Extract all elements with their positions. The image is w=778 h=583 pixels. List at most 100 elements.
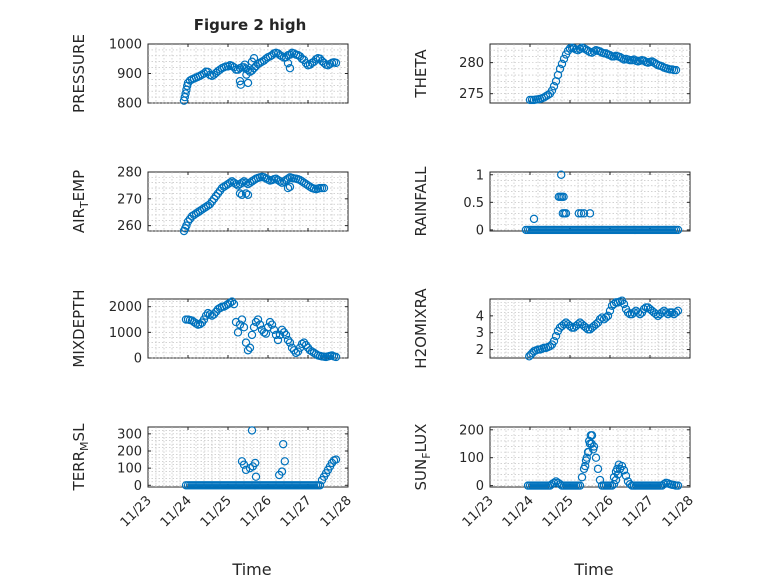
axes-background — [489, 171, 691, 232]
data-point — [555, 64, 565, 74]
data-point — [240, 60, 249, 69]
data-point — [315, 481, 325, 490]
data-point — [281, 330, 291, 340]
data-point — [587, 439, 596, 448]
data-point — [291, 348, 301, 358]
data-point — [207, 197, 217, 206]
data-point — [285, 338, 295, 347]
y-tick-label: 2000 — [109, 300, 142, 315]
data-series — [521, 170, 683, 235]
data-point — [265, 317, 275, 327]
data-point — [237, 178, 247, 187]
data-point — [629, 308, 639, 317]
grid — [490, 427, 690, 487]
data-point — [579, 209, 589, 218]
data-point — [581, 461, 590, 471]
data-point — [245, 343, 255, 352]
y-axis-label-subscript: M — [78, 441, 91, 451]
data-point — [551, 331, 561, 341]
data-point — [549, 478, 559, 488]
data-point — [301, 58, 311, 68]
data-point — [651, 309, 661, 319]
data-point — [545, 342, 555, 351]
data-point — [253, 315, 263, 324]
data-point — [259, 328, 269, 337]
data-point — [297, 339, 307, 349]
axes-background — [147, 426, 349, 488]
data-point — [605, 306, 615, 315]
data-point — [549, 82, 559, 91]
y-tick-label: 0 — [476, 479, 484, 494]
x-tick-label: 11/23 — [118, 493, 155, 530]
data-point — [639, 56, 649, 65]
data-point — [657, 308, 667, 317]
y-tick-label: 300 — [117, 427, 142, 442]
data-point — [625, 480, 635, 489]
y-axis-label-main: TERR — [70, 451, 88, 492]
data-point — [331, 455, 341, 464]
data-point — [279, 439, 288, 449]
data-point — [283, 174, 293, 183]
data-point — [577, 209, 586, 218]
data-point — [223, 62, 233, 71]
y-axis-label-rest: SL — [70, 423, 88, 442]
data-series — [523, 431, 683, 490]
data-point — [557, 170, 566, 179]
y-tick-label: 3 — [476, 326, 484, 341]
data-point — [575, 44, 585, 54]
data-point — [242, 70, 251, 79]
data-point — [229, 299, 239, 309]
data-point — [586, 431, 596, 440]
data-point — [603, 311, 613, 321]
y-axis-label-rest: EMP — [70, 170, 88, 201]
data-point — [237, 315, 247, 324]
data-point — [277, 325, 287, 334]
axes-background — [489, 43, 691, 104]
data-point — [287, 343, 297, 352]
subplot-1: 800 900 1000 PRESSURE — [70, 34, 349, 113]
y-tick-label: 200 — [117, 445, 142, 460]
data-point — [331, 58, 341, 68]
y-axis-label: MIXDEPTH — [70, 289, 88, 367]
data-point — [559, 192, 568, 202]
y-tick-label: 280 — [117, 166, 142, 181]
data-point — [591, 453, 601, 462]
data-point — [283, 58, 293, 68]
data-point — [595, 315, 605, 324]
data-point — [561, 209, 571, 218]
y-tick-label: 275 — [459, 87, 484, 102]
subplot-2: 275 280 THETA — [412, 43, 691, 105]
data-point — [209, 310, 219, 319]
data-point — [607, 481, 617, 490]
data-point — [589, 47, 599, 56]
x-tick-label: 11/26 — [580, 493, 617, 530]
data-point — [267, 320, 277, 329]
y-tick-label: 0 — [476, 223, 484, 238]
y-axis-label-subscript: F — [420, 452, 433, 458]
data-point — [249, 53, 259, 63]
data-point — [591, 320, 601, 329]
y-tick-label: 100 — [459, 451, 484, 466]
data-point — [613, 464, 622, 474]
data-point — [269, 325, 279, 334]
data-point — [595, 475, 605, 485]
data-point — [182, 221, 191, 230]
x-tick-label: 11/23 — [460, 493, 497, 530]
data-point — [619, 299, 629, 309]
x-tick-label: 11/24 — [500, 493, 537, 530]
data-point — [663, 309, 673, 319]
x-tick-label: 11/28 — [660, 493, 697, 530]
data-point — [181, 89, 190, 98]
data-point — [243, 190, 253, 199]
data-point — [582, 453, 592, 462]
x-axis-label: Time — [573, 560, 613, 579]
y-axis-label-main: AIR — [70, 208, 88, 233]
data-point — [285, 50, 295, 59]
data-point — [285, 63, 295, 73]
data-point — [243, 346, 253, 355]
y-axis-label: AIRTEMP — [70, 170, 91, 233]
data-point — [277, 52, 287, 61]
data-point — [667, 308, 677, 317]
y-tick-label: 280 — [459, 56, 484, 71]
